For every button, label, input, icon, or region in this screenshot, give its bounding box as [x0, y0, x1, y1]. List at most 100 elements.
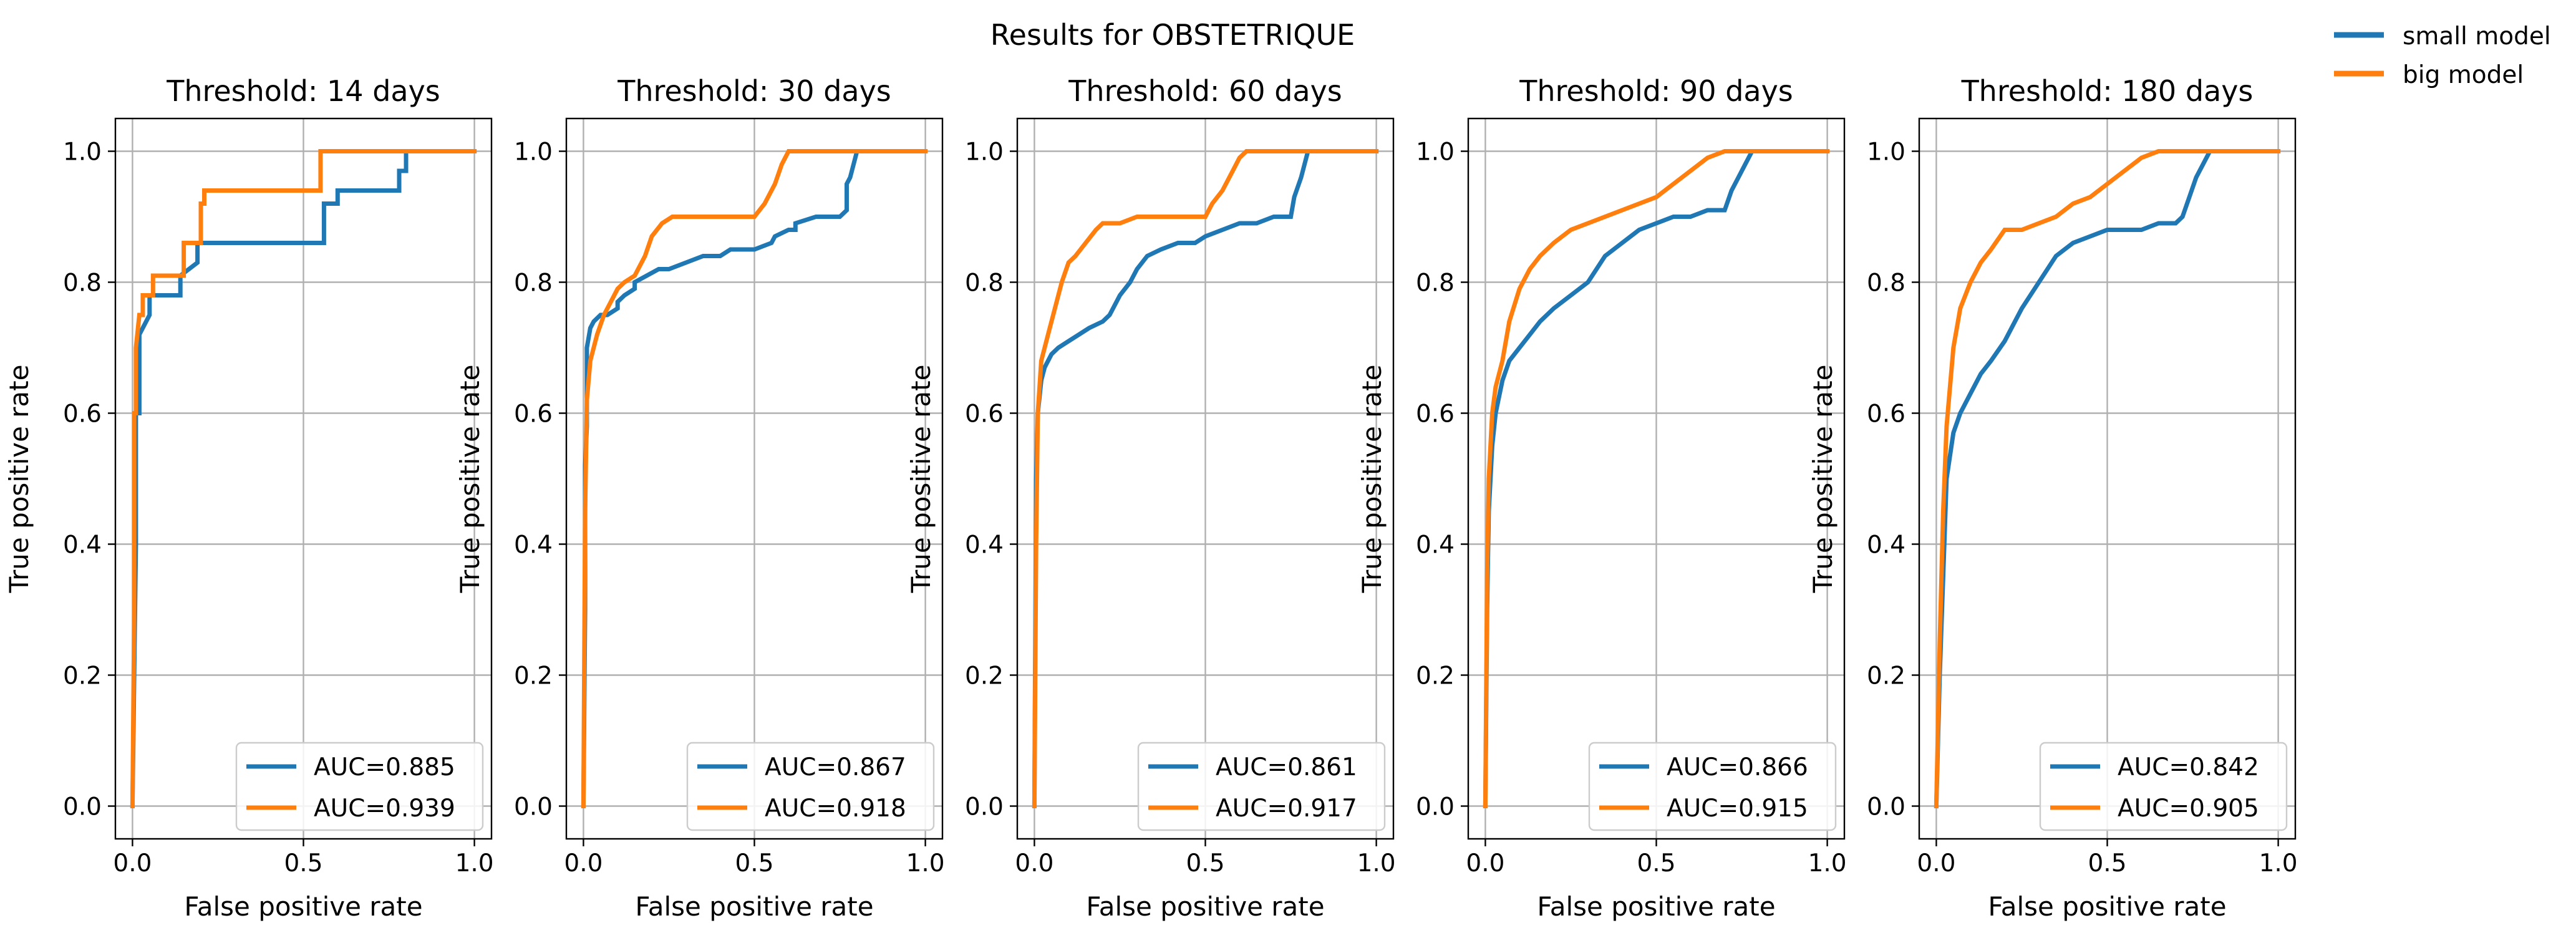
roc-curve — [1032, 149, 1379, 809]
roc-curve — [1934, 149, 2281, 809]
roc-panels: Threshold: 14 days 0.0 0.5 1.0 0.0 0.2 0.4 0.6 0… — [4, 74, 2298, 922]
x-tick-label: 1.0 — [2259, 849, 2298, 878]
y-tick-label: 0.8 — [514, 269, 553, 297]
x-axis-label: False positive rate — [1537, 891, 1775, 922]
panel-legend-box — [1588, 742, 1837, 831]
y-tick-label: 0.0 — [514, 793, 553, 821]
panel-legend: AUC=0.885 AUC=0.939 — [235, 742, 484, 831]
y-tick-label: 0.2 — [1867, 662, 1905, 690]
x-tick-label: 0.0 — [1917, 849, 1955, 878]
y-tick-label: 0.4 — [965, 531, 1004, 559]
panel-legend-label: AUC=0.866 — [1667, 753, 1808, 781]
y-tick-label: 0.8 — [63, 269, 102, 297]
y-tick-label: 0.4 — [1416, 531, 1455, 559]
y-axis-label: True positive rate — [455, 365, 485, 594]
y-axis-label: True positive rate — [4, 365, 34, 594]
panel-legend-label: AUC=0.867 — [765, 753, 906, 781]
y-tick-label: 0.4 — [514, 531, 553, 559]
y-tick-label: 0.0 — [63, 793, 102, 821]
x-tick-label: 1.0 — [1808, 849, 1847, 878]
roc-curve — [1032, 149, 1379, 809]
x-tick-label: 0.0 — [1466, 849, 1504, 878]
y-tick-label: 0.6 — [1416, 400, 1455, 428]
y-tick-label: 1.0 — [514, 138, 553, 167]
y-tick-label: 0.2 — [965, 662, 1004, 690]
y-tick-label: 0.6 — [1867, 400, 1905, 428]
y-tick-label: 0.2 — [514, 662, 553, 690]
x-tick-label: 0.5 — [735, 849, 773, 878]
figure-suptitle: Results for OBSTETRIQUE — [990, 18, 1355, 52]
panel-legend-box — [686, 742, 935, 831]
x-axis-label: False positive rate — [1086, 891, 1324, 922]
x-tick-label: 0.5 — [1186, 849, 1224, 878]
panel-title: Threshold: 14 days — [166, 74, 440, 108]
roc-curve — [1483, 149, 1830, 809]
panel-title: Threshold: 60 days — [1068, 74, 1342, 108]
roc-panel: Threshold: 90 days 0.0 0.5 1.0 0.0 0.2 0.4 0.6 0… — [1357, 74, 1847, 922]
panel-legend: AUC=0.842 AUC=0.905 — [2039, 742, 2288, 831]
x-tick-label: 0.5 — [284, 849, 322, 878]
y-tick-label: 0.6 — [965, 400, 1004, 428]
x-tick-label: 1.0 — [906, 849, 945, 878]
y-axis-label: True positive rate — [906, 365, 936, 594]
y-tick-label: 0.6 — [514, 400, 553, 428]
y-tick-label: 1.0 — [1867, 138, 1905, 167]
x-tick-label: 0.0 — [1015, 849, 1053, 878]
y-tick-label: 0.8 — [1416, 269, 1455, 297]
y-tick-label: 1.0 — [63, 138, 102, 167]
x-tick-label: 0.0 — [564, 849, 603, 878]
panel-legend: AUC=0.866 AUC=0.915 — [1588, 742, 1837, 831]
roc-curve — [581, 149, 928, 809]
panel-legend-label: AUC=0.918 — [765, 795, 906, 823]
panel-legend-label: AUC=0.939 — [314, 795, 455, 823]
y-tick-label: 1.0 — [965, 138, 1004, 167]
panel-legend-label: AUC=0.861 — [1216, 753, 1357, 781]
x-tick-label: 1.0 — [1357, 849, 1396, 878]
panel-legend-label: AUC=0.885 — [314, 753, 455, 781]
panel-legend-label: AUC=0.842 — [2118, 753, 2259, 781]
panel-legend: AUC=0.861 AUC=0.917 — [1137, 742, 1386, 831]
panel-legend-label: AUC=0.915 — [1667, 795, 1808, 823]
roc-curve — [1934, 149, 2281, 809]
x-axis-label: False positive rate — [1988, 891, 2226, 922]
roc-panel: Threshold: 30 days 0.0 0.5 1.0 0.0 0.2 0.4 0.6 0… — [455, 74, 945, 922]
panel-title: Threshold: 90 days — [1519, 74, 1793, 108]
panel-legend-box — [2039, 742, 2288, 831]
panel-title: Threshold: 180 days — [1961, 74, 2254, 108]
y-tick-label: 0.0 — [1867, 793, 1905, 821]
panel-legend: AUC=0.867 AUC=0.918 — [686, 742, 935, 831]
x-axis-label: False positive rate — [635, 891, 873, 922]
roc-panel: Threshold: 60 days 0.0 0.5 1.0 0.0 0.2 0.4 0.6 0… — [906, 74, 1396, 922]
panel-legend-label: AUC=0.905 — [2118, 795, 2259, 823]
legend-label-small-model: small model — [2403, 22, 2551, 51]
y-tick-label: 0.8 — [1867, 269, 1905, 297]
y-tick-label: 0.6 — [63, 400, 102, 428]
y-tick-label: 0.4 — [1867, 531, 1905, 559]
roc-panel: Threshold: 180 days 0.0 0.5 1.0 0.0 0.2 0.4 0.6… — [1808, 74, 2298, 922]
y-tick-label: 0.0 — [965, 793, 1004, 821]
legend-label-big-model: big model — [2403, 61, 2524, 89]
panel-legend-label: AUC=0.917 — [1216, 795, 1357, 823]
x-tick-label: 0.0 — [113, 849, 152, 878]
roc-curve — [130, 149, 477, 809]
x-tick-label: 0.5 — [1637, 849, 1675, 878]
x-tick-label: 0.5 — [2088, 849, 2126, 878]
y-tick-label: 0.0 — [1416, 793, 1455, 821]
panel-legend-box — [1137, 742, 1386, 831]
y-axis-label: True positive rate — [1808, 365, 1838, 594]
x-axis-label: False positive rate — [184, 891, 422, 922]
roc-curve — [1483, 149, 1830, 809]
y-tick-label: 1.0 — [1416, 138, 1455, 167]
y-tick-label: 0.4 — [63, 531, 102, 559]
roc-curve — [130, 149, 477, 809]
y-axis-label: True positive rate — [1357, 365, 1387, 594]
panel-title: Threshold: 30 days — [617, 74, 891, 108]
y-tick-label: 0.8 — [965, 269, 1004, 297]
roc-panel: Threshold: 14 days 0.0 0.5 1.0 0.0 0.2 0.4 0.6 0… — [4, 74, 494, 922]
y-tick-label: 0.2 — [1416, 662, 1455, 690]
y-tick-label: 0.2 — [63, 662, 102, 690]
roc-curve — [581, 149, 928, 809]
panel-legend-box — [235, 742, 484, 831]
x-tick-label: 1.0 — [455, 849, 494, 878]
